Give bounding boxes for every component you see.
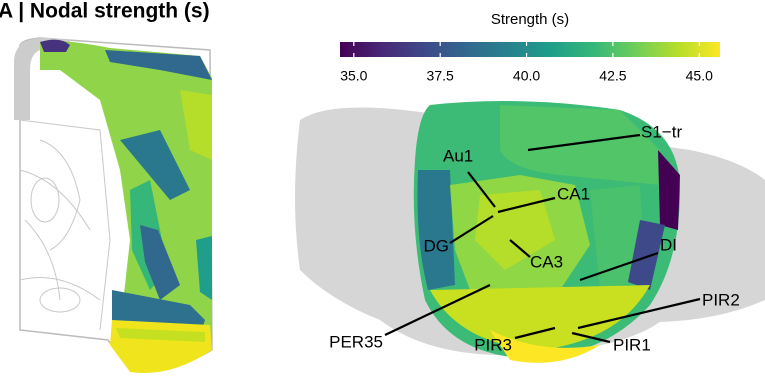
region-label: PIR1 [613,335,651,354]
leader-line [497,196,556,214]
colorbar-tick-label: 42.5 [599,68,626,84]
region-label: CA1 [557,184,590,203]
region-label: CA3 [530,252,563,271]
region-label: DG [424,236,450,255]
colorbar-tick-label: 45.0 [686,68,713,84]
leader-line [449,215,494,244]
coronal-section [14,37,213,374]
region-label: S1−tr [641,122,682,141]
region-label: PIR2 [702,290,740,309]
leader-line [384,284,491,336]
colorbar [340,42,720,57]
region-label: PIR3 [474,335,512,354]
leader-lines [384,133,701,344]
brain-render [295,101,765,363]
colorbar-tick-label: 40.0 [513,68,540,84]
region-label: DI [660,235,677,254]
figure-title: A | Nodal strength (s) [0,0,210,23]
colorbar-label: Strength (s) [491,11,569,28]
leader-line [577,297,701,330]
leader-line [514,326,556,340]
leader-line [527,133,641,152]
colorbar-tick-label: 37.5 [427,68,454,84]
leader-line [509,239,531,258]
region-label: PER35 [329,332,383,351]
colorbar-tick-label: 35.0 [340,68,367,84]
leader-line [467,171,496,208]
leader-line [579,251,659,282]
region-label: Au1 [443,146,473,165]
leader-line [571,331,611,344]
